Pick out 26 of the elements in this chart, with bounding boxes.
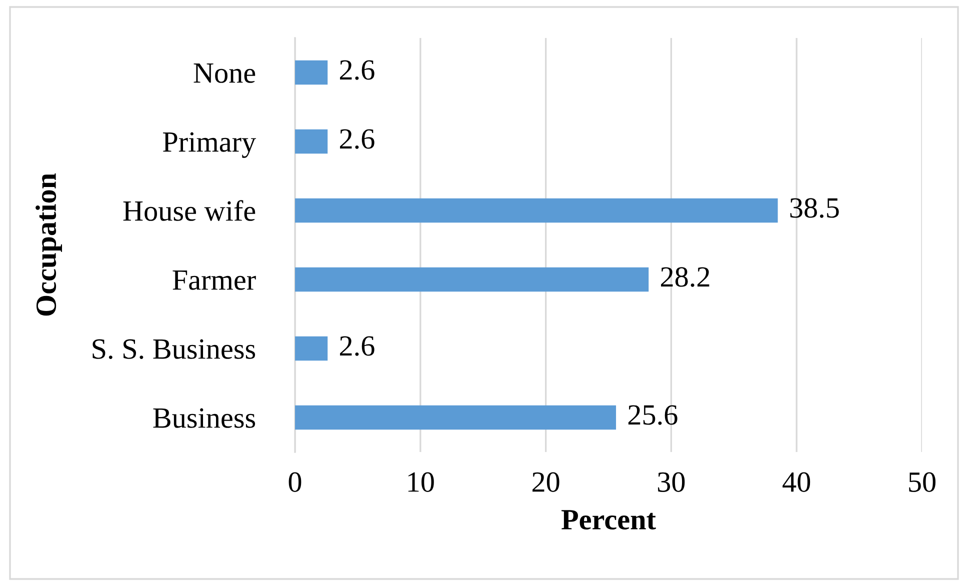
data-label: 38.5 <box>790 198 839 218</box>
x-tick-label: 0 <box>288 472 302 492</box>
x-axis-title: Percent <box>561 510 656 530</box>
bar <box>295 336 328 361</box>
data-label: 28.2 <box>661 267 710 287</box>
y-tick-label: House wife <box>123 200 256 221</box>
bar <box>295 129 328 154</box>
y-tick-label: None <box>194 64 256 83</box>
data-label: 2.6 <box>340 336 374 356</box>
x-tick-label: 20 <box>532 472 560 492</box>
x-tick-label: 10 <box>408 472 434 492</box>
bar <box>295 198 778 223</box>
bar <box>295 405 616 430</box>
y-tick-label: Farmer <box>172 270 256 290</box>
data-label: 25.6 <box>628 405 678 425</box>
x-tick-label: 40 <box>782 472 810 492</box>
bar <box>295 60 328 85</box>
y-tick-label: S. S. Business <box>92 339 256 360</box>
y-axis-title: Occupation <box>36 173 62 316</box>
data-label: 2.6 <box>340 60 374 80</box>
data-label: 2.6 <box>340 129 374 149</box>
bar <box>295 267 649 292</box>
x-tick-label: 50 <box>909 472 936 492</box>
x-tick-label: 30 <box>658 472 685 492</box>
y-tick-label: Primary <box>162 132 256 158</box>
y-tick-label: Business <box>153 408 256 428</box>
